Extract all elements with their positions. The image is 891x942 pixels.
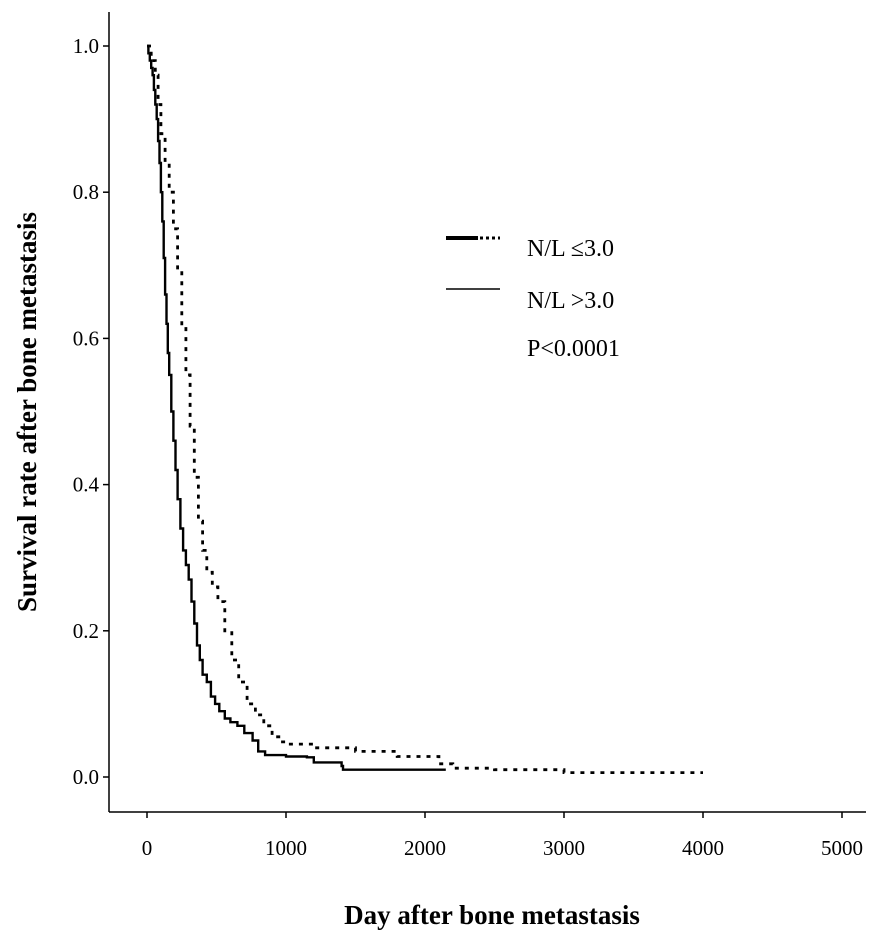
x-tick-label: 1000 — [265, 836, 307, 860]
y-tick-label: 0.2 — [73, 619, 99, 643]
legend-label-series-1: N/L ≤3.0 — [527, 236, 614, 262]
x-tick-label: 5000 — [821, 836, 863, 860]
p-value-annotation: P<0.0001 — [527, 336, 620, 362]
axes-layer — [108, 12, 866, 813]
x-tick-label: 4000 — [682, 836, 724, 860]
legend: N/L ≤3.0 N/L >3.0 P<0.0001 — [446, 236, 620, 362]
series-line-2 — [147, 44, 446, 771]
y-tick-label: 0.8 — [73, 180, 99, 204]
series-layer — [147, 44, 703, 774]
y-tick-label: 0.0 — [73, 765, 99, 789]
y-tick-label: 1.0 — [73, 34, 99, 58]
x-tick-label: 2000 — [404, 836, 446, 860]
x-tick-label: 0 — [142, 836, 153, 860]
y-axis-title: Survival rate after bone metastasis — [12, 212, 42, 612]
x-axis-title: Day after bone metastasis — [344, 900, 640, 930]
ticks-layer: 0.0 0.2 0.4 0.6 0.8 1.0 0 1000 2000 3000 4000 5000 — [73, 34, 863, 860]
x-tick-label: 3000 — [543, 836, 585, 860]
y-tick-label: 0.6 — [73, 326, 99, 350]
legend-label-series-2: N/L >3.0 — [527, 288, 614, 314]
series-line-1 — [147, 44, 703, 774]
y-tick-label: 0.4 — [73, 473, 100, 497]
